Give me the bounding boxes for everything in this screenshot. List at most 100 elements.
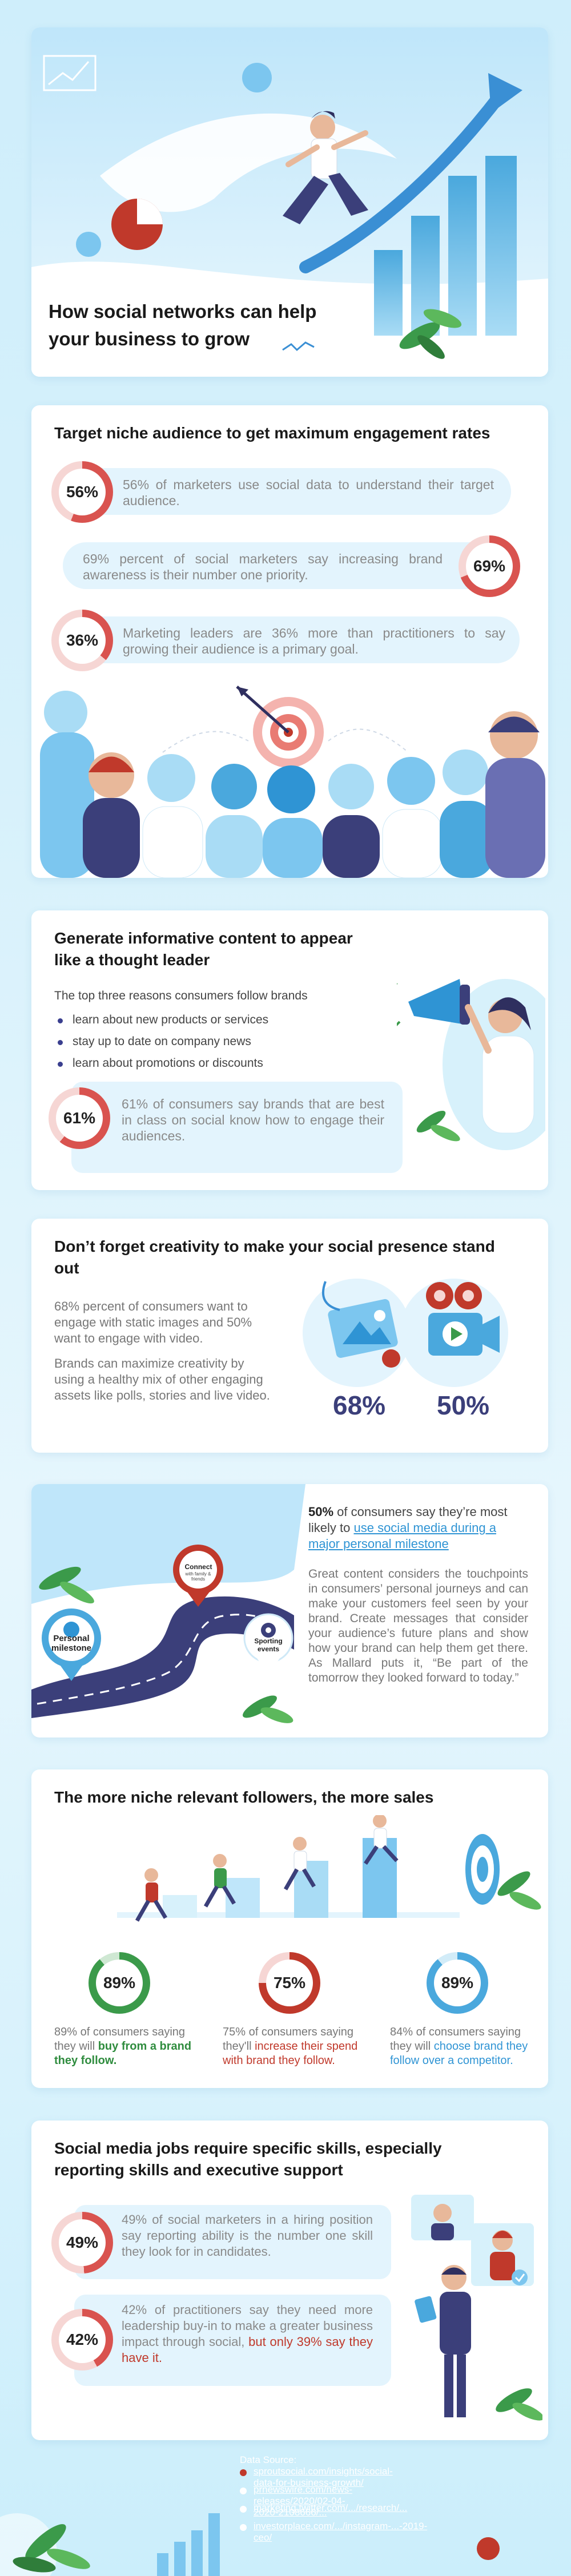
stat-highlight: but only 39% say they have it. bbox=[122, 2335, 373, 2365]
section3-para1: 68% percent of consumers want to engage … bbox=[54, 1299, 252, 1345]
source-link[interactable]: marketing.twitter.com/.../research/... bbox=[254, 2502, 408, 2513]
section3-title-line2: out bbox=[54, 1259, 79, 1277]
video-camera-icon bbox=[426, 1282, 500, 1356]
stat-text: Marketing leaders are 36% more than prac… bbox=[123, 626, 505, 656]
map-pin-personal bbox=[42, 1609, 101, 1681]
stat-percent: 89% bbox=[434, 1960, 481, 2006]
section4-body: Great content considers the touchpoints … bbox=[308, 1567, 528, 1684]
hero-illustration bbox=[31, 27, 548, 377]
road-illustration bbox=[31, 1484, 305, 1723]
footer-decoration bbox=[0, 2513, 500, 2576]
stat-percent: 36% bbox=[59, 617, 106, 664]
map-pin-connect bbox=[173, 1545, 223, 1607]
target-icon bbox=[236, 686, 324, 768]
stat-box-42 bbox=[74, 2295, 391, 2386]
map-pin-sporting bbox=[243, 1613, 293, 1675]
runner-icon bbox=[364, 1815, 399, 1865]
bullet-dot-icon bbox=[240, 2469, 247, 2476]
stat-percent: 56% bbox=[59, 469, 106, 515]
stat-percent: 69% bbox=[466, 543, 513, 590]
caption-text: 75% of consumers saying they'll bbox=[223, 2026, 354, 2053]
bullet-item: learn about promotions or discounts bbox=[58, 1057, 263, 1070]
pin-label-personal: Personal milestone bbox=[51, 1634, 92, 1653]
lead-bold: 50% bbox=[308, 1505, 334, 1519]
bullet-dot-icon bbox=[240, 2506, 247, 2513]
stat-pill-56 bbox=[63, 468, 511, 515]
caption-highlight: choose brand they follow over a competit… bbox=[390, 2040, 528, 2067]
section-milestones: Personal milestone Connect with family &… bbox=[31, 1484, 548, 1738]
megaphone-illustration bbox=[397, 979, 545, 1150]
images-percent: 68% bbox=[333, 1390, 386, 1420]
lead-text: of consumers say they’re most likely to bbox=[308, 1505, 508, 1535]
section2-title-line2: like a thought leader bbox=[54, 951, 210, 969]
stat-ring-36: 36% bbox=[51, 610, 113, 671]
stat-text: 61% of consumers say brands that are bes… bbox=[122, 1096, 384, 1143]
bullet-item: stay up to date on company news bbox=[58, 1035, 251, 1048]
runner-icon bbox=[283, 1837, 316, 1890]
stat-text: 69% percent of social marketers say incr… bbox=[83, 551, 443, 582]
stat-percent: 49% bbox=[59, 2219, 106, 2266]
zigzag-icon bbox=[282, 341, 315, 352]
road-icon bbox=[31, 1596, 294, 1718]
stat-caption: 84% of consumers saying they will choose… bbox=[390, 2025, 536, 2068]
pin-label-connect-sub: with family & friends bbox=[185, 1571, 211, 1582]
megaphone-icon bbox=[397, 979, 470, 1026]
section2-intro: The top three reasons consumers follow b… bbox=[54, 989, 308, 1002]
pin-label-connect: Connect bbox=[184, 1563, 212, 1571]
stat-caption: 89% of consumers saying they will buy fr… bbox=[54, 2025, 200, 2068]
sources-label: Data Source: bbox=[240, 2454, 297, 2465]
leaf-icon bbox=[13, 2524, 90, 2573]
stat-ring-56: 56% bbox=[51, 461, 113, 523]
leaf-icon bbox=[39, 1566, 293, 1723]
video-percent: 50% bbox=[437, 1390, 490, 1420]
pin-label-sporting: Sporting events bbox=[254, 1637, 283, 1653]
caption-highlight: increase their spend with brand they fol… bbox=[223, 2040, 358, 2067]
running-person-icon bbox=[283, 111, 368, 224]
businessman-icon bbox=[415, 2265, 471, 2417]
stat-ring-42: 42% bbox=[51, 2309, 113, 2371]
bullet-dot-icon bbox=[240, 2524, 247, 2531]
stat-percent: 75% bbox=[266, 1960, 313, 2006]
stat-percent: 89% bbox=[96, 1960, 143, 2006]
stat-box-61 bbox=[71, 1082, 403, 1173]
stat-pill-69 bbox=[63, 542, 508, 589]
section-followers-sales: The more niche relevant followers, the m… bbox=[31, 1769, 548, 2088]
source-link[interactable]: prnewswire.com/news-releases/2020/02-04-… bbox=[254, 2484, 352, 2518]
source-link[interactable]: sproutsocial.com/insights/social-data-fo… bbox=[254, 2466, 393, 2488]
section-creativity: Don’t forget creativity to make your soc… bbox=[31, 1219, 548, 1453]
section2-title-line1: Generate informative content to appear bbox=[54, 929, 353, 947]
section3-para2: Brands can maximize creativity by using … bbox=[54, 1356, 270, 1402]
media-illustration bbox=[303, 1279, 508, 1387]
section6-title-line1: Social media jobs require specific skill… bbox=[54, 2139, 442, 2157]
stat-ring-blue: 89% bbox=[427, 1952, 488, 2014]
stat-ring-69: 69% bbox=[459, 535, 520, 597]
leaf-icon bbox=[496, 2388, 542, 2421]
finish-target-icon bbox=[465, 1834, 500, 1905]
caption-text: 89% of consumers saying they will bbox=[54, 2026, 186, 2053]
section3-title-line1: Don’t forget creativity to make your soc… bbox=[54, 1237, 495, 1255]
office-illustration bbox=[411, 2195, 542, 2421]
leaf-icon bbox=[416, 1110, 460, 1142]
hero-card: How social networks can help your busine… bbox=[31, 27, 548, 377]
source-link[interactable]: investorplace.com/.../instagram-...-2019… bbox=[254, 2521, 428, 2543]
leaf-icon bbox=[399, 309, 462, 359]
stat-text: 49% of social marketers in a hiring posi… bbox=[122, 2212, 373, 2259]
hero-title-line1: How social networks can help bbox=[49, 301, 317, 322]
bullet-item: learn about new products or services bbox=[57, 1013, 269, 1026]
stat-ring-green: 89% bbox=[89, 1952, 150, 2014]
section-target-audience: Target niche audience to get maximum eng… bbox=[31, 405, 548, 878]
hero-title-line2: your business to grow bbox=[49, 328, 250, 349]
stat-ring-61: 61% bbox=[49, 1087, 110, 1149]
stat-box-49 bbox=[74, 2205, 391, 2279]
audience-illustration bbox=[40, 686, 545, 878]
section5-title: The more niche relevant followers, the m… bbox=[54, 1788, 434, 1806]
lead-link[interactable]: use social media during a major personal… bbox=[308, 1521, 496, 1551]
stat-pill-36 bbox=[63, 616, 520, 663]
section-informative-content: Generate informative content to appear l… bbox=[31, 910, 548, 1190]
crowd-icon bbox=[40, 691, 545, 878]
leaf-icon bbox=[497, 1871, 541, 1910]
bullet-dot-icon bbox=[240, 2488, 247, 2494]
runner-icon bbox=[203, 1854, 236, 1908]
pie-chart-icon bbox=[111, 199, 163, 250]
bar-chart-icon bbox=[374, 156, 517, 336]
